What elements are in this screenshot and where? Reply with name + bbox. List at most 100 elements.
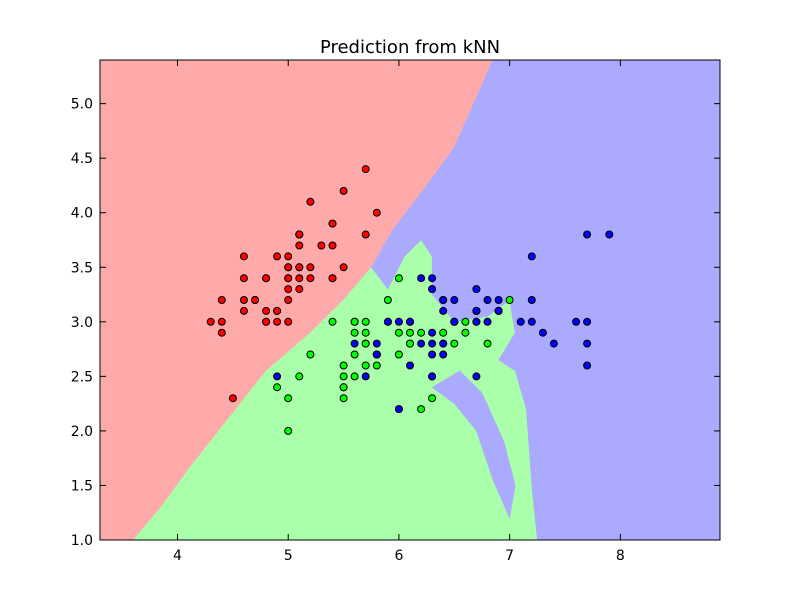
point-green-35	[394, 274, 403, 283]
point-blue-32	[439, 339, 448, 348]
point-blue-40	[472, 306, 481, 315]
point-blue-27	[406, 317, 414, 326]
y-tick-label: 1.0	[71, 533, 93, 549]
point-red-39	[295, 274, 304, 283]
point-blue-41	[494, 306, 503, 315]
point-blue-37	[439, 306, 448, 315]
point-red-48	[317, 241, 326, 250]
point-red-42	[217, 296, 226, 304]
point-red-43	[284, 263, 293, 272]
point-red-23	[295, 285, 304, 294]
point-blue-20	[494, 296, 503, 304]
point-green-9	[306, 350, 315, 359]
point-green-25	[461, 317, 470, 326]
point-blue-14	[372, 339, 381, 348]
chart-title: Prediction from kNN	[320, 37, 500, 58]
point-blue-31	[605, 230, 614, 239]
region-blue-3	[431, 370, 516, 520]
point-green-40	[339, 361, 348, 370]
point-blue-49	[383, 317, 392, 326]
point-green-3	[339, 394, 348, 403]
point-blue-2	[516, 317, 525, 326]
point-red-25	[284, 317, 293, 326]
point-blue-19	[394, 405, 403, 414]
point-red-3	[239, 306, 248, 315]
point-blue-18	[583, 361, 592, 370]
point-green-45	[361, 317, 370, 326]
point-green-7	[273, 383, 282, 392]
point-blue-46	[428, 372, 437, 381]
y-tick-label: 3.0	[71, 315, 93, 331]
point-blue-25	[527, 296, 536, 304]
point-blue-35	[583, 317, 592, 326]
point-red-49	[284, 285, 293, 294]
point-green-49	[361, 339, 370, 348]
point-blue-3	[428, 328, 437, 337]
point-blue-21	[350, 339, 359, 348]
y-tick-label: 1.5	[71, 478, 93, 494]
point-blue-13	[361, 372, 370, 381]
point-blue-33	[428, 339, 437, 348]
decision-regions	[100, 60, 720, 540]
point-red-10	[328, 241, 337, 250]
point-blue-12	[483, 317, 492, 326]
point-blue-9	[527, 252, 536, 261]
x-tick-label: 8	[616, 548, 625, 564]
point-blue-8	[472, 372, 481, 381]
x-tick-label: 5	[284, 548, 293, 564]
point-blue-47	[450, 317, 459, 326]
point-red-17	[295, 263, 304, 272]
point-green-29	[361, 361, 370, 370]
point-green-39	[339, 372, 348, 381]
point-red-31	[328, 274, 337, 283]
y-tick-label: 2.5	[71, 369, 93, 385]
point-red-4	[284, 252, 293, 261]
x-tick-label: 4	[173, 548, 182, 564]
y-tick-label: 4.0	[71, 206, 93, 222]
point-red-28	[306, 274, 315, 283]
point-red-27	[306, 263, 315, 272]
point-green-34	[328, 317, 337, 326]
point-blue-10	[450, 296, 459, 304]
point-blue-7	[538, 328, 547, 337]
point-red-15	[361, 165, 370, 174]
y-tick-label: 2.0	[71, 424, 93, 440]
point-blue-44	[472, 285, 481, 294]
point-green-48	[295, 372, 304, 381]
point-green-19	[350, 372, 359, 381]
point-blue-15	[439, 296, 448, 304]
point-red-32	[306, 197, 315, 206]
point-green-13	[406, 328, 414, 337]
point-red-41	[228, 394, 237, 403]
point-red-34	[273, 306, 282, 315]
point-blue-48	[417, 274, 426, 283]
point-blue-5	[572, 317, 581, 326]
point-green-42	[372, 361, 381, 370]
point-red-35	[284, 296, 293, 304]
point-red-8	[217, 328, 226, 337]
point-green-8	[461, 328, 470, 337]
data-points	[206, 165, 614, 435]
point-green-4	[450, 339, 459, 348]
x-tick-label: 7	[505, 548, 514, 564]
point-red-21	[295, 241, 304, 250]
point-green-26	[483, 339, 492, 348]
point-blue-30	[549, 339, 558, 348]
point-green-37	[428, 394, 437, 403]
y-tick-label: 4.5	[71, 151, 93, 167]
y-tick-label: 3.5	[71, 260, 93, 276]
point-blue-22	[583, 339, 592, 348]
x-axis: 4 5 6 7 8	[173, 60, 625, 564]
point-blue-34	[406, 361, 414, 370]
point-blue-38	[394, 317, 403, 326]
y-tick-label: 5.0	[71, 97, 93, 113]
x-tick-label: 6	[394, 548, 403, 564]
point-blue-6	[273, 372, 282, 381]
point-red-37	[273, 252, 282, 261]
point-red-6	[239, 274, 248, 283]
point-green-44	[350, 350, 359, 359]
point-red-46	[295, 230, 304, 239]
point-red-14	[372, 208, 381, 217]
point-blue-36	[428, 274, 437, 283]
